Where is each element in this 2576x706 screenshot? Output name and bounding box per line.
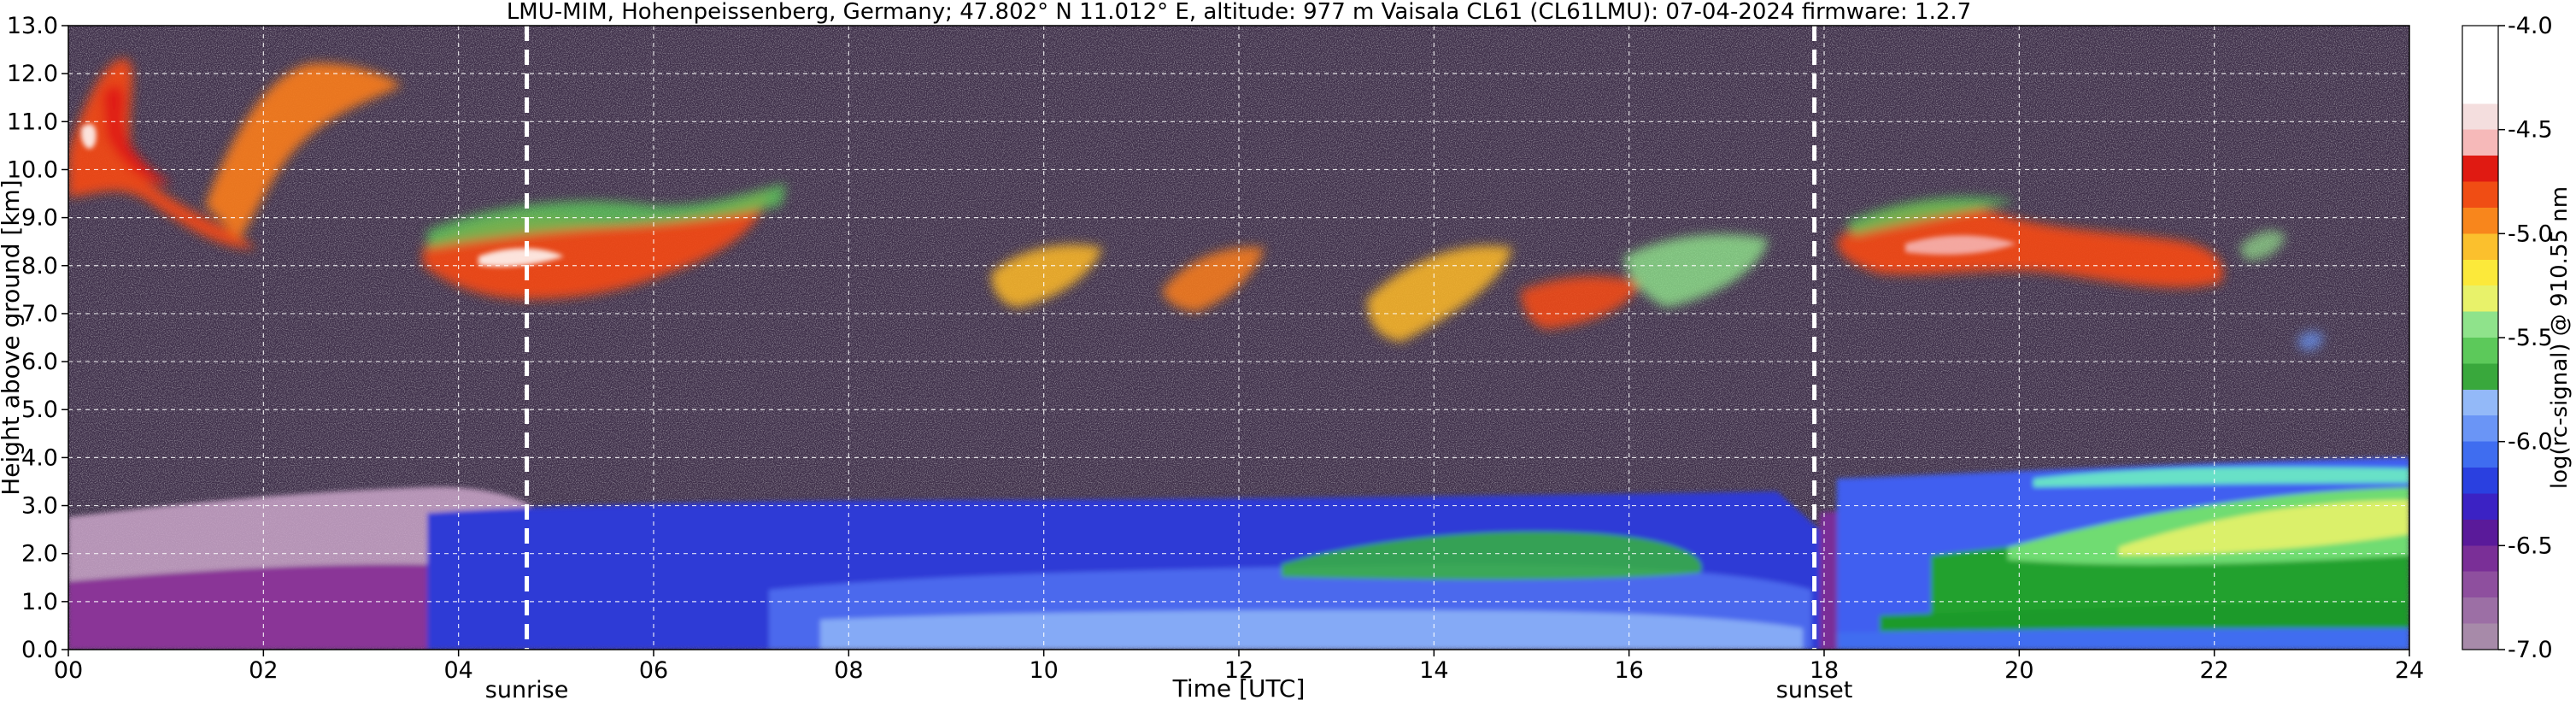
x-tick-label: 04 xyxy=(443,657,472,684)
colorbar-tick-label: -6.0 xyxy=(2508,429,2553,456)
cloud-mid-5 xyxy=(1623,234,1769,308)
colorbar-tick-label: -4.5 xyxy=(2508,117,2553,144)
x-tick-label: 08 xyxy=(834,657,863,684)
x-tick-label: 14 xyxy=(1419,657,1448,684)
colorbar: -4.0 -4.5 -5.0 -5.5 -6.0 -6.5 -7.0 log(rc-sign… xyxy=(2462,13,2573,663)
cloud-mid-2 xyxy=(1162,247,1265,312)
y-tick-label: 7.0 xyxy=(21,301,58,327)
x-tick-label: 20 xyxy=(2004,657,2033,684)
x-tick-label: 10 xyxy=(1029,657,1058,684)
colorbar-tick-label: -6.5 xyxy=(2508,532,2553,559)
x-tick-label: 12 xyxy=(1224,657,1253,684)
cloud-early-right xyxy=(205,63,402,239)
y-tick-label: 10.0 xyxy=(7,156,58,183)
x-tick-label: 00 xyxy=(54,657,83,684)
x-tick-label: 02 xyxy=(249,657,278,684)
y-tick-label: 5.0 xyxy=(21,397,58,423)
bl-yellow-layer xyxy=(2119,500,2409,556)
cloud-tiny-late xyxy=(2298,331,2324,351)
bl-cyan-top xyxy=(2033,467,2409,487)
event-label-sunrise: sunrise xyxy=(485,677,569,703)
y-tick-label: 8.0 xyxy=(21,253,58,279)
cloud-mid-4 xyxy=(1521,276,1640,329)
colorbar-tick-label: -7.0 xyxy=(2508,637,2553,663)
bl-green-afternoon xyxy=(1282,531,1702,580)
event-markers xyxy=(525,26,1817,650)
x-tick-label: 06 xyxy=(639,657,668,684)
x-axis-ticks: 00 02 04 06 08 10 12 14 16 18 20 22 24 xyxy=(54,650,2424,684)
y-tick-label: 1.0 xyxy=(21,589,58,615)
event-labels: sunrise sunset xyxy=(485,677,1853,703)
cloud-highlights xyxy=(81,124,2016,267)
y-tick-label: 13.0 xyxy=(7,13,58,39)
highlight-evening xyxy=(1905,235,2016,255)
grid-lines xyxy=(68,26,2409,650)
event-label-sunset: sunset xyxy=(1776,677,1853,703)
x-tick-label: 16 xyxy=(1614,657,1643,684)
plot-area xyxy=(68,26,2409,650)
highlight-early xyxy=(81,124,97,150)
colorbar-label: log(rc-signal) @ 910.55 nm xyxy=(2547,186,2573,489)
y-axis-ticks: 0.0 1.0 2.0 3.0 4.0 5.0 6.0 7.0 8.0 9.0 10.0 11.0 12… xyxy=(7,13,68,663)
colorbar-ticks: -4.0 -4.5 -5.0 -5.5 -6.0 -6.5 -7.0 xyxy=(2498,13,2553,663)
cloud-early-core xyxy=(103,85,171,185)
y-tick-label: 2.0 xyxy=(21,541,58,568)
bl-lightblue-base xyxy=(820,609,1803,650)
cloud-mid-1 xyxy=(991,244,1102,308)
cloud-evening xyxy=(1837,205,2223,288)
colorbar-tick-label: -4.0 xyxy=(2508,13,2553,39)
chart-title: LMU-MIM, Hohenpeissenberg, Germany; 47.8… xyxy=(507,0,1971,25)
y-tick-label: 0.0 xyxy=(21,637,58,663)
colorbar-tick-label: -5.5 xyxy=(2508,325,2553,351)
x-tick-label: 24 xyxy=(2395,657,2424,684)
colorbar-tick-label: -5.0 xyxy=(2508,221,2553,247)
y-axis-label: Height above ground [km] xyxy=(0,179,25,496)
x-tick-label: 22 xyxy=(2199,657,2228,684)
cloud-late xyxy=(2239,231,2286,261)
y-tick-label: 3.0 xyxy=(21,493,58,520)
boundary-layer xyxy=(68,457,2409,650)
colorbar-scale xyxy=(2462,25,2499,650)
y-tick-label: 4.0 xyxy=(21,444,58,471)
cirrus-clouds xyxy=(68,58,2324,351)
x-tick-label: 18 xyxy=(1810,657,1839,684)
x-axis-label: Time [UTC] xyxy=(1172,674,1306,703)
cloud-morning-green xyxy=(427,184,786,248)
y-tick-label: 12.0 xyxy=(7,61,58,87)
y-tick-label: 11.0 xyxy=(7,109,58,135)
bl-blue-base-evening xyxy=(1837,628,2409,650)
cloud-mid-3 xyxy=(1367,245,1512,342)
y-tick-label: 6.0 xyxy=(21,349,58,375)
highlight-morning xyxy=(478,248,564,267)
cloud-evening-green xyxy=(1845,197,2016,235)
y-tick-label: 9.0 xyxy=(21,205,58,232)
